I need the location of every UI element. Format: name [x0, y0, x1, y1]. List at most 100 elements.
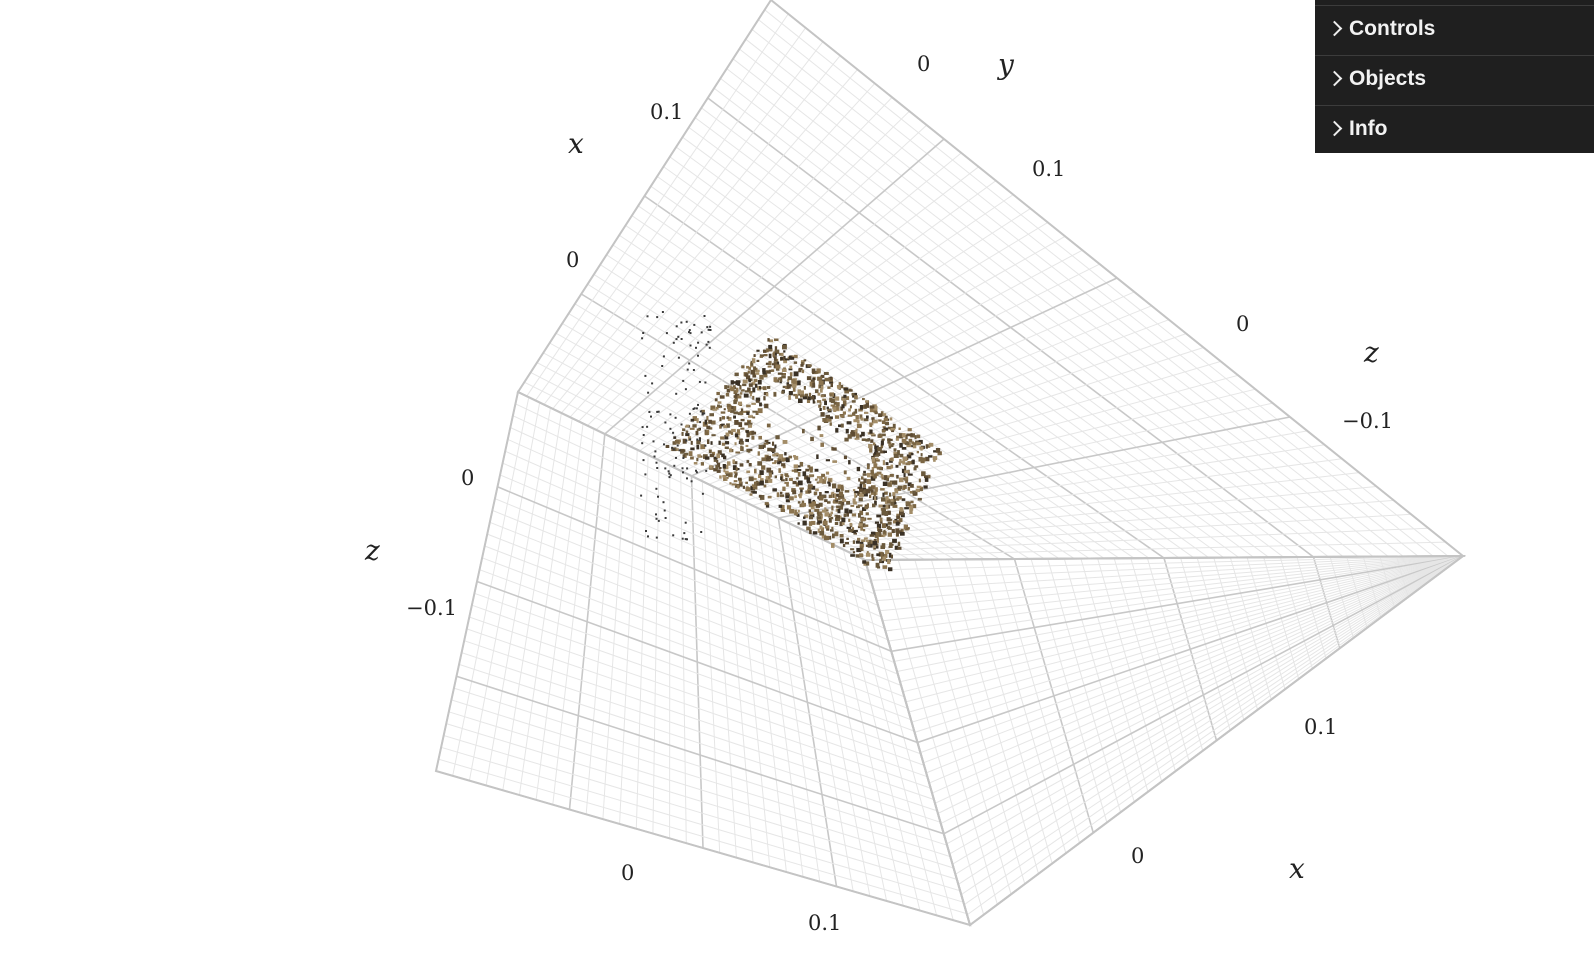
- point: [705, 469, 708, 472]
- point: [871, 485, 876, 490]
- grid-line: [461, 652, 938, 812]
- point: [819, 408, 822, 411]
- point: [746, 470, 751, 474]
- tick-label: −0.1: [406, 596, 457, 620]
- point: [901, 498, 906, 501]
- point: [799, 492, 803, 496]
- point: [828, 494, 833, 498]
- grid-line: [952, 555, 1464, 865]
- controls-folder[interactable]: Controls: [1315, 5, 1594, 53]
- grid-line: [665, 235, 1066, 464]
- point: [769, 339, 774, 343]
- grid-line: [931, 555, 1464, 794]
- point: [925, 444, 928, 449]
- grid-line: [920, 555, 1464, 754]
- point: [693, 407, 696, 410]
- point: [810, 379, 815, 384]
- grid-line: [894, 555, 1464, 662]
- grid-planes: [434, 0, 1467, 927]
- point: [753, 478, 757, 481]
- objects-folder[interactable]: Objects: [1315, 55, 1594, 103]
- point: [718, 440, 721, 445]
- point: [904, 470, 910, 474]
- point: [884, 415, 888, 420]
- point: [888, 545, 893, 548]
- point: [834, 493, 837, 499]
- point: [774, 346, 778, 351]
- point: [762, 370, 767, 375]
- grid-line: [946, 555, 1464, 845]
- point: [799, 495, 802, 499]
- point: [724, 470, 729, 475]
- grid-line: [955, 555, 1464, 875]
- point: [771, 369, 775, 372]
- grid-line: [487, 533, 905, 698]
- point: [834, 522, 839, 525]
- point: [825, 414, 830, 419]
- point: [870, 492, 876, 495]
- point: [810, 396, 815, 400]
- point: [887, 521, 892, 525]
- point: [908, 505, 912, 509]
- point: [887, 532, 892, 537]
- point: [875, 562, 880, 568]
- point: [695, 469, 697, 472]
- point: [713, 468, 718, 472]
- point: [795, 482, 799, 487]
- point: [898, 477, 904, 483]
- point: [893, 452, 898, 456]
- point: [865, 488, 871, 494]
- point: [928, 455, 933, 458]
- point: [903, 484, 907, 489]
- point: [765, 476, 768, 480]
- point: [794, 509, 797, 515]
- point: [892, 443, 895, 446]
- point: [774, 460, 777, 464]
- point: [748, 415, 753, 418]
- point: [768, 348, 773, 352]
- point: [825, 459, 830, 462]
- point: [677, 335, 680, 338]
- point: [751, 381, 756, 386]
- point: [763, 442, 769, 445]
- point: [765, 503, 770, 508]
- point: [782, 344, 787, 350]
- point: [767, 447, 772, 452]
- point: [723, 424, 727, 429]
- grid-line: [743, 360, 1221, 502]
- grid-line: [630, 180, 997, 448]
- point: [641, 442, 644, 445]
- point: [840, 384, 844, 389]
- info-folder[interactable]: Info: [1315, 105, 1594, 153]
- point: [898, 530, 903, 534]
- point: [733, 480, 738, 483]
- point: [804, 393, 808, 399]
- point: [745, 438, 749, 442]
- point: [700, 331, 703, 334]
- point: [751, 435, 755, 440]
- point: [864, 411, 869, 414]
- point: [775, 350, 779, 353]
- point: [895, 521, 900, 526]
- point: [859, 494, 864, 497]
- point: [675, 456, 677, 459]
- point: [848, 408, 851, 412]
- tick-label: 0.1: [1304, 715, 1337, 739]
- point: [674, 416, 677, 419]
- point: [763, 444, 766, 448]
- point: [655, 487, 658, 490]
- point: [814, 468, 819, 472]
- point: [744, 373, 749, 377]
- point: [855, 554, 860, 558]
- point: [823, 519, 827, 522]
- point: [719, 475, 722, 479]
- point: [716, 459, 719, 463]
- point: [698, 438, 701, 441]
- point: [830, 516, 834, 520]
- point: [829, 397, 833, 403]
- point: [725, 432, 730, 437]
- point: [869, 429, 873, 434]
- point: [799, 462, 804, 467]
